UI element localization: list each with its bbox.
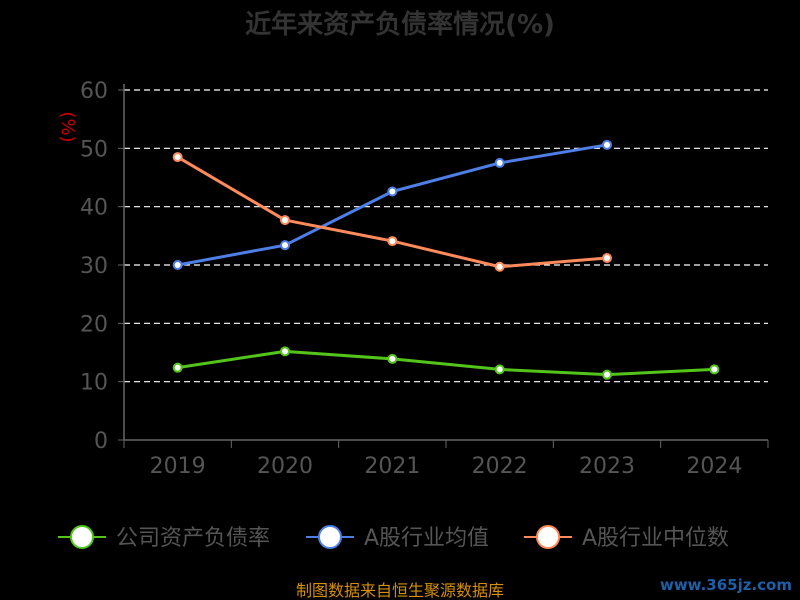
y-tick-label: 10 bbox=[80, 371, 108, 396]
axes: 0 10 20 30 40 50 60 2019 2020 2021 2022 2023 2024 bbox=[80, 79, 769, 479]
data-point bbox=[387, 186, 398, 197]
x-tick-label: 2020 bbox=[257, 454, 313, 479]
x-tick-label: 2024 bbox=[686, 454, 742, 479]
data-point bbox=[494, 261, 505, 272]
legend-label: A股行业中位数 bbox=[582, 526, 729, 551]
series-line-0 bbox=[177, 349, 715, 377]
data-point bbox=[172, 260, 183, 270]
data-point bbox=[387, 236, 398, 247]
y-tick-label: 50 bbox=[80, 137, 108, 162]
data-point bbox=[280, 240, 290, 251]
x-tick-label: 2019 bbox=[150, 454, 206, 479]
legend-marker bbox=[318, 525, 342, 549]
data-point bbox=[172, 362, 183, 373]
series-group bbox=[172, 139, 720, 380]
legend-marker bbox=[536, 525, 560, 549]
series-line-2 bbox=[176, 155, 608, 269]
legend-label: 公司资产负债率 bbox=[116, 526, 270, 551]
data-point bbox=[387, 353, 398, 364]
x-tick-label: 2022 bbox=[472, 454, 528, 479]
x-tick-label: 2021 bbox=[364, 454, 420, 479]
x-tick-label: 2023 bbox=[579, 454, 635, 479]
data-point bbox=[494, 157, 505, 168]
watermark-logo: www.365jz.com bbox=[659, 576, 792, 594]
data-point bbox=[172, 152, 183, 163]
y-tick-label: 0 bbox=[94, 429, 108, 454]
data-point bbox=[280, 346, 290, 357]
legend: 公司资产负债率 A股行业均值 A股行业中位数 bbox=[58, 525, 729, 551]
chart-title: 近年来资产负债率情况(%) bbox=[245, 9, 555, 40]
y-tick-label: 20 bbox=[80, 312, 108, 337]
grid-lines bbox=[124, 89, 768, 383]
data-point bbox=[602, 369, 612, 380]
y-tick-label: 30 bbox=[80, 254, 108, 279]
y-tick-label: 40 bbox=[80, 196, 108, 221]
legend-label: A股行业均值 bbox=[364, 526, 489, 551]
source-note: 制图数据来自恒生聚源数据库 bbox=[296, 581, 504, 600]
data-point bbox=[280, 215, 290, 226]
data-point bbox=[709, 364, 720, 375]
series-line-1 bbox=[177, 143, 608, 267]
data-point bbox=[494, 364, 505, 375]
legend-marker bbox=[70, 525, 94, 549]
data-point bbox=[602, 253, 612, 263]
y-tick-label: 60 bbox=[80, 79, 108, 104]
data-point bbox=[602, 139, 612, 150]
y-axis-label: (%) bbox=[57, 111, 78, 142]
